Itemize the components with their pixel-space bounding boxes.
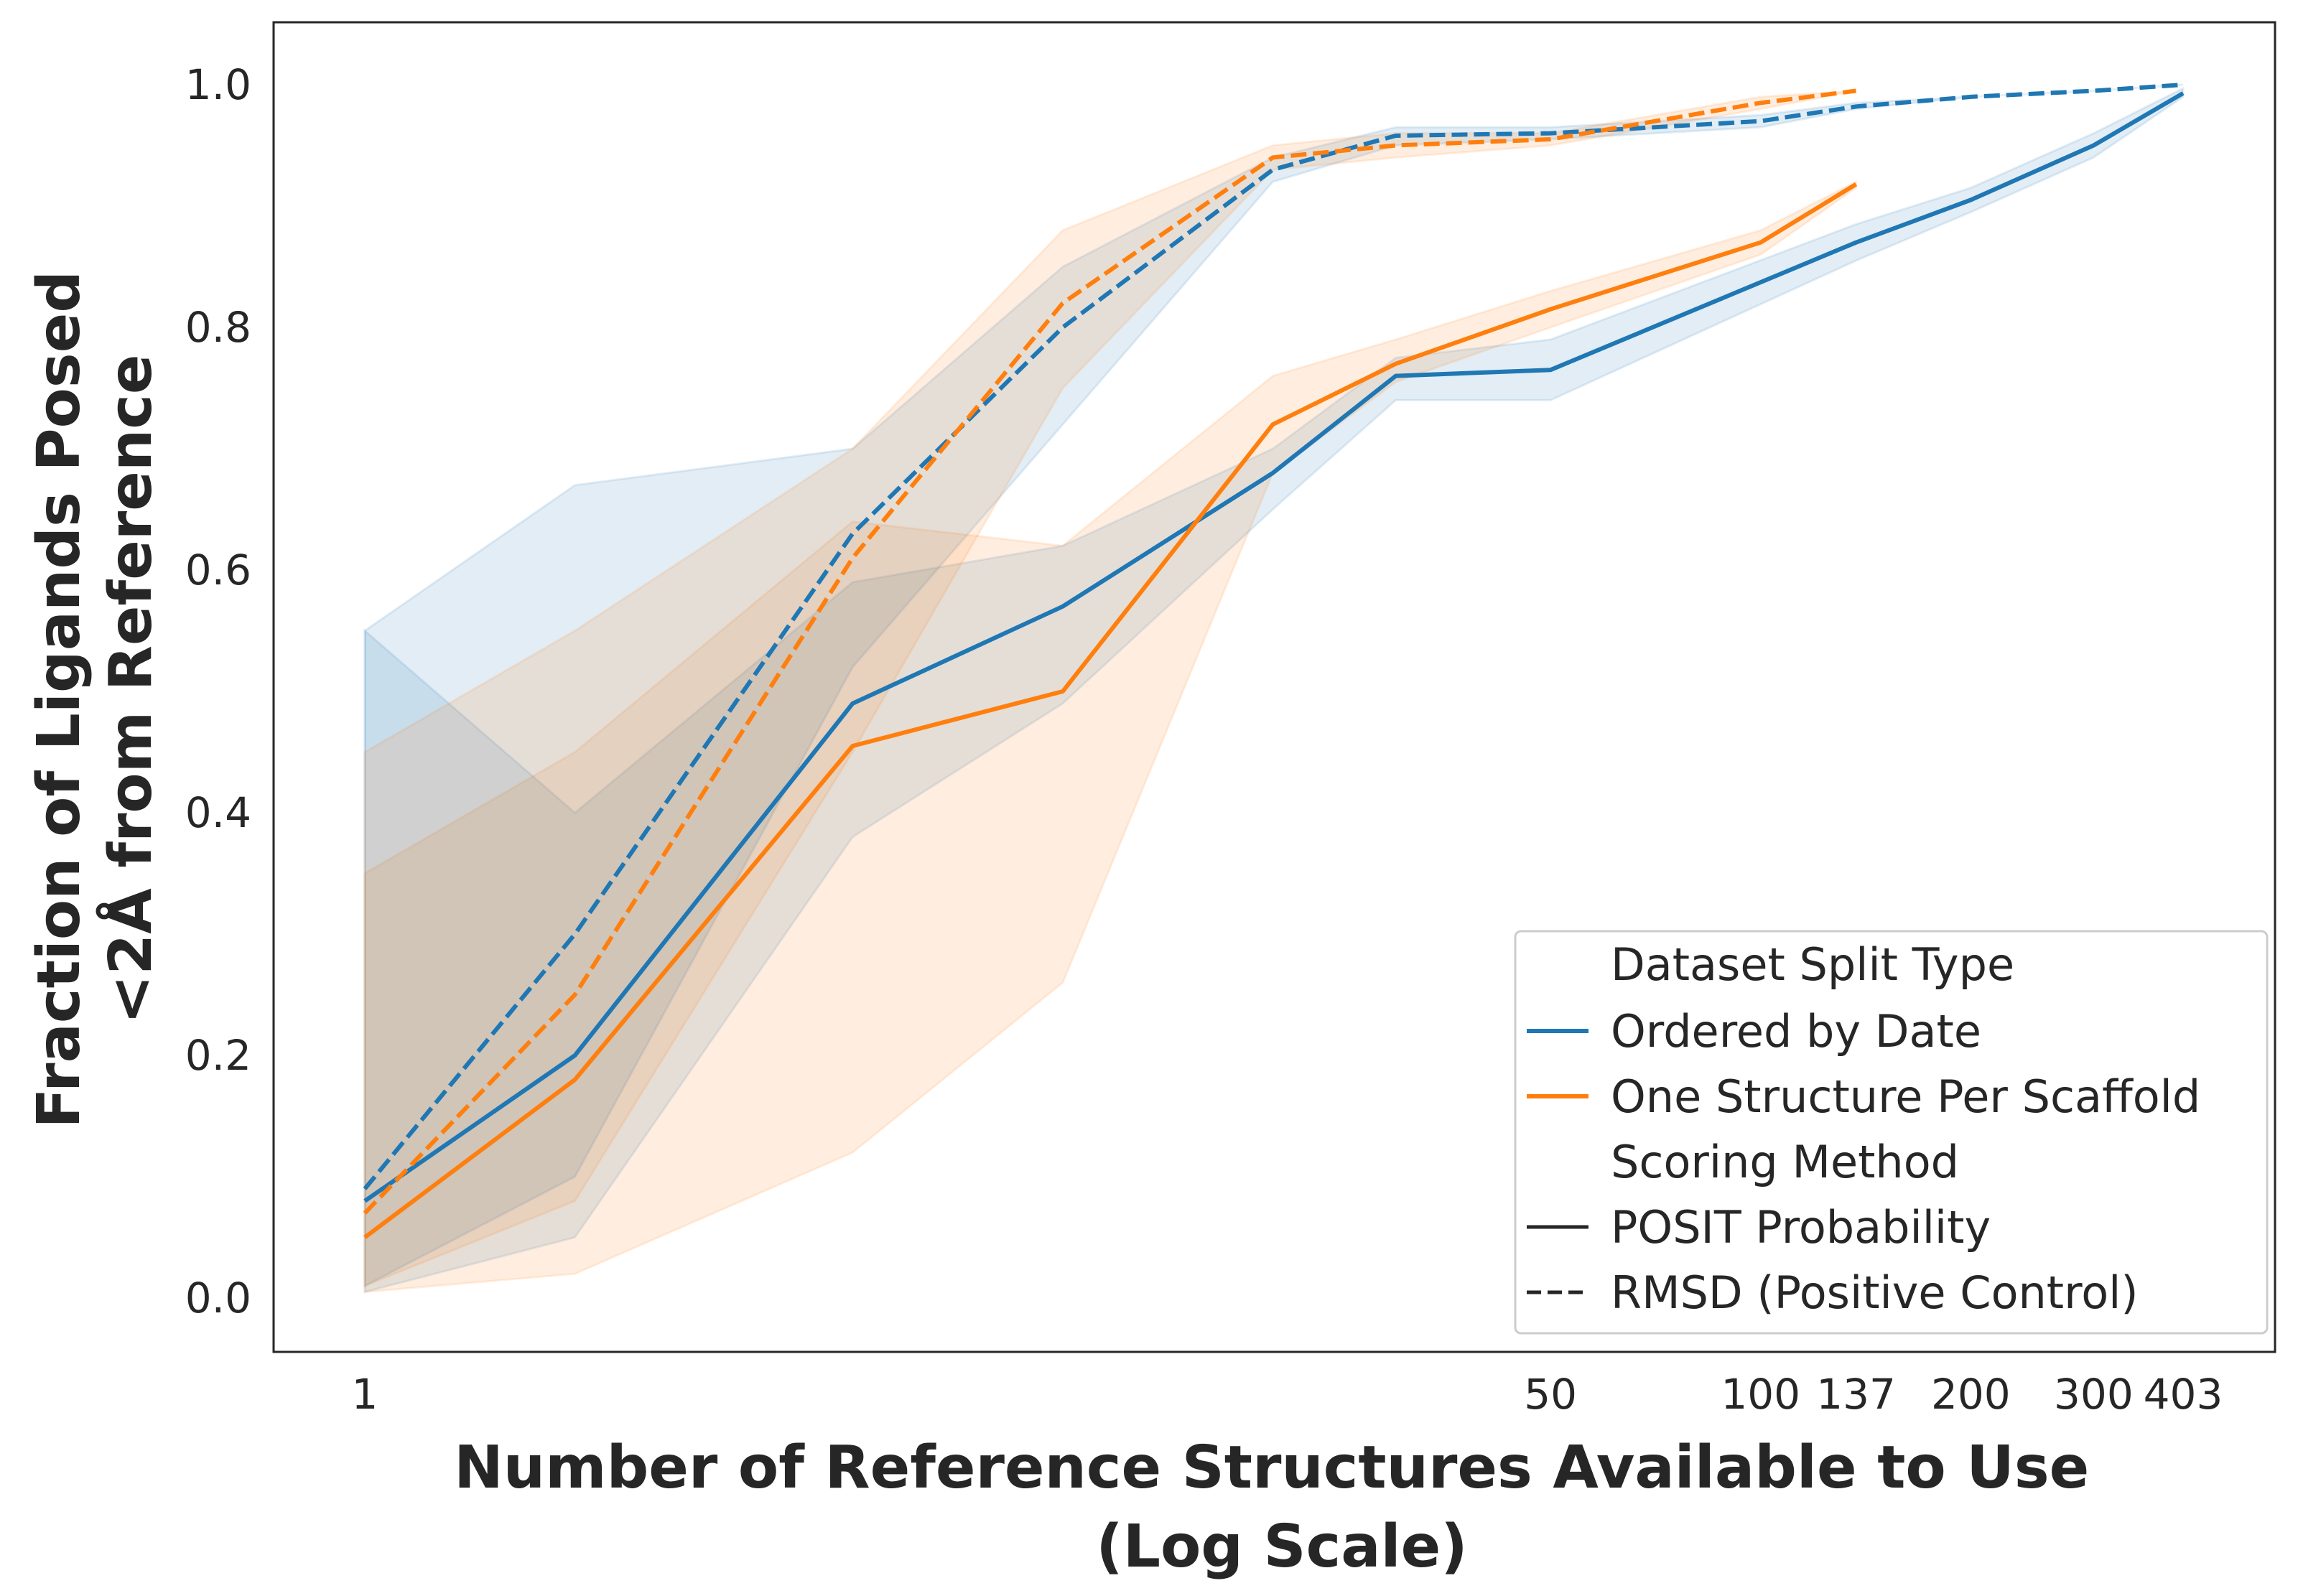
x-tick-label-1: 1 (352, 1370, 378, 1419)
series-line-1 (363, 182, 1858, 1239)
y-axis-title-line-2: <2Å from Reference (96, 355, 165, 1025)
series-line-2 (363, 83, 2184, 1190)
series-lines (363, 83, 2185, 1239)
confidence-band-2 (363, 83, 2184, 1288)
x-tick-label-50: 50 (1524, 1370, 1577, 1419)
confidence-band-0 (363, 86, 2185, 1294)
confidence-bands (363, 83, 2185, 1294)
legend-label-4: POSIT Probability (1611, 1201, 1991, 1254)
legend-label-2: One Structure Per Scaffold (1611, 1070, 2200, 1123)
x-tick-label-137: 137 (1816, 1370, 1896, 1419)
y-tick-label-0.6: 0.6 (185, 546, 251, 594)
y-tick-label-0.0: 0.0 (185, 1274, 251, 1322)
y-tick-label-0.2: 0.2 (185, 1031, 251, 1080)
y-tick-label-1.0: 1.0 (185, 60, 251, 109)
confidence-band-3 (363, 90, 1856, 1288)
confidence-band-1 (363, 179, 1858, 1294)
series-line-0 (363, 91, 2185, 1203)
y-tick-label-0.4: 0.4 (185, 788, 251, 837)
y-axis-title-line-1: Fraction of Ligands Posed (25, 271, 93, 1129)
x-axis-ticks: 1 50 100 137 200 300 403 (352, 1370, 2223, 1419)
x-axis-title: Number of Reference Structures Available… (454, 1434, 2110, 1581)
y-axis-ticks: 0.0 0.2 0.4 0.6 0.8 1.0 (185, 60, 251, 1322)
legend-label-1: Ordered by Date (1611, 1005, 1981, 1058)
x-axis-title-line-2: (Log Scale) (1096, 1513, 1468, 1581)
y-tick-label-0.8: 0.8 (185, 303, 251, 352)
legend-frame (1514, 930, 2269, 1335)
y-axis-title: Fraction of Ligands Posed <2Å from Refer… (25, 250, 165, 1128)
plot-frame (272, 21, 2276, 1353)
legend-label-5: RMSD (Positive Control) (1611, 1266, 2139, 1319)
x-tick-label-300: 300 (2054, 1370, 2134, 1419)
legend: Dataset Split Type Ordered by Date One Str… (1514, 930, 2269, 1335)
x-tick-label-100: 100 (1721, 1370, 1800, 1419)
x-axis-title-line-1: Number of Reference Structures Available… (454, 1434, 2089, 1502)
x-tick-label-403: 403 (2144, 1370, 2223, 1419)
x-tick-label-200: 200 (1931, 1370, 2011, 1419)
legend-label-0: Dataset Split Type (1611, 938, 2014, 991)
legend-label-3: Scoring Method (1611, 1136, 1959, 1188)
series-line-3 (363, 88, 1856, 1215)
